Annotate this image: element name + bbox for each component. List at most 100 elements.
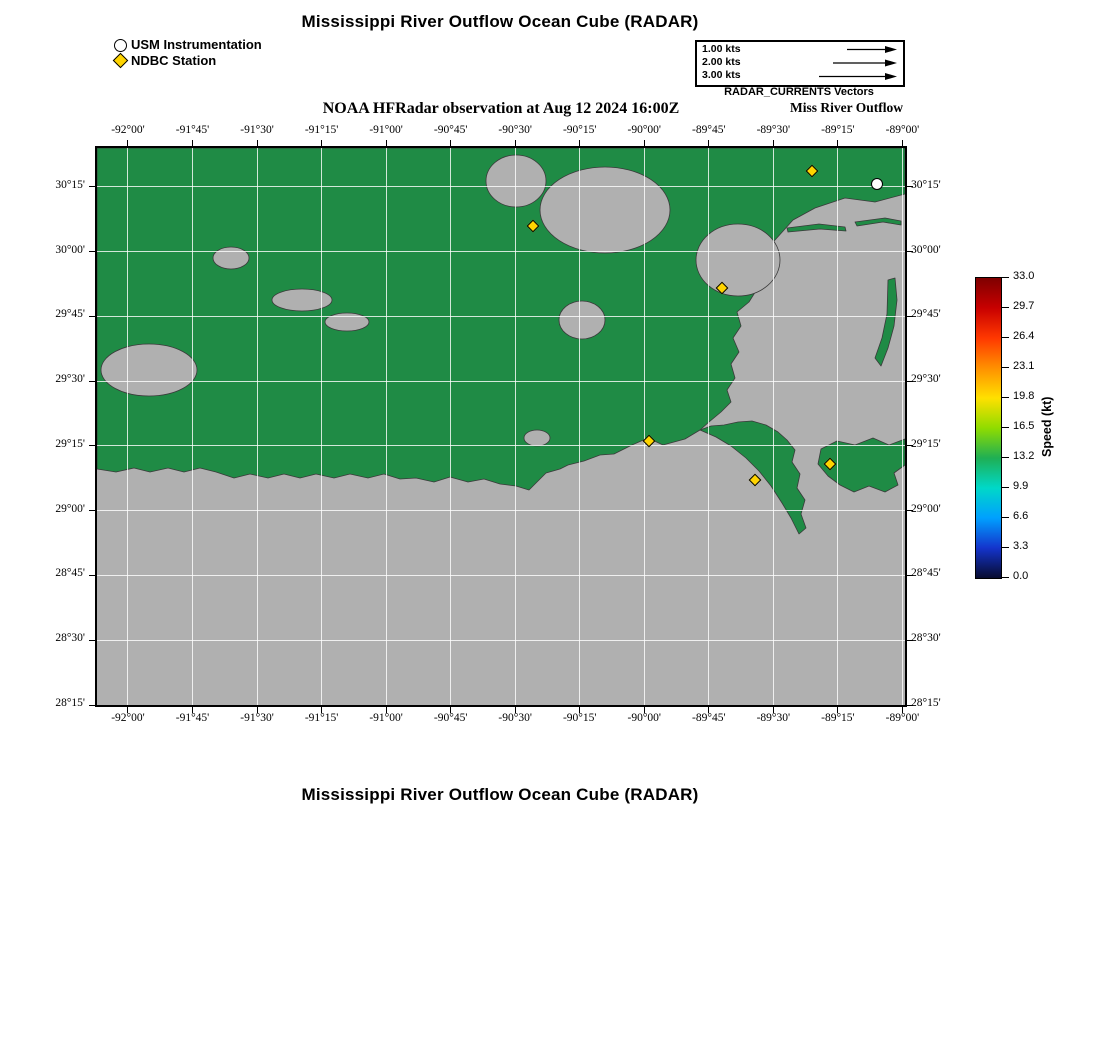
x-tick-label-bottom: -92°00' [111,712,145,724]
colorbar-tick [1002,516,1009,518]
y-tick-label-right: 30°00' [911,243,941,256]
x-tick-top [901,140,903,146]
vector-scale-label-3: 3.00 kts [702,69,741,81]
lake-small-mid [324,312,370,332]
y-tick-label-left: 29°00' [55,502,85,515]
colorbar-axis-label: Speed (kt) [1040,396,1054,458]
x-tick-bottom [514,707,516,713]
x-tick-label-top: -90°00' [627,124,662,136]
colorbar-tick [1002,546,1009,548]
x-tick-top [643,140,645,146]
colorbar-tick [1002,396,1009,398]
x-tick-top [321,140,323,146]
x-tick-label-bottom: -90°15' [562,712,597,724]
colorbar-tick-label: 9.9 [1013,480,1029,492]
y-tick-label-left: 29°15' [55,437,85,450]
colorbar-tick [1002,306,1009,308]
x-tick-top [708,140,710,146]
barrier-islands [786,217,902,233]
x-tick-label-bottom: -91°45' [175,712,210,724]
colorbar-tick-label: 3.3 [1013,540,1029,552]
y-tick-left [89,639,95,641]
y-tick-label-right: 28°45' [911,567,941,580]
x-tick-top [192,140,193,146]
x-tick-label-top: -89°45' [692,124,726,136]
x-tick-top [127,140,129,146]
x-tick-bottom [837,707,839,713]
y-tick-label-right: 28°15' [911,697,941,709]
x-tick-label-bottom: -91°15' [304,712,339,724]
x-tick-label-bottom: -90°00' [627,712,662,724]
y-tick-right [907,380,913,382]
x-tick-bottom [127,707,129,713]
colorbar-tick-label: 16.5 [1013,420,1035,432]
x-tick-label-bottom: -90°45' [433,712,468,724]
figure-title-bottom: Mississippi River Outflow Ocean Cube (RA… [301,785,699,804]
colorbar-tick [1002,576,1009,578]
y-tick-label-left: 29°30' [55,373,85,386]
chandeleur-islands [874,277,898,367]
x-tick-label-bottom: -90°30' [498,712,532,724]
y-tick-left [89,380,95,382]
observation-subtitle: NOAA HFRadar observation at Aug 12 2024 … [322,100,680,117]
colorbar-tick [1002,426,1009,428]
x-tick-label-top: -90°15' [562,124,597,136]
y-tick-label-left: 30°00' [55,243,85,256]
x-tick-label-top: -89°15' [821,124,855,136]
y-tick-right [907,251,913,253]
vector-scale-label-1: 1.00 kts [702,43,741,55]
x-tick-top [514,140,516,146]
y-tick-left [89,574,95,576]
x-tick-top [385,140,387,146]
y-tick-left [89,704,95,706]
x-tick-top [256,140,258,146]
ndbc-station-icon [112,52,129,69]
x-tick-label-bottom: -89°00' [885,712,920,724]
x-tick-label-top: -89°30' [756,124,791,136]
y-tick-right [907,704,913,706]
vector-legend-caption: RADAR_CURRENTS Vectors [724,86,874,98]
y-tick-label-right: 29°15' [911,437,941,450]
lake-small-west-2 [271,288,333,312]
colorbar-tick-label: 26.4 [1013,330,1035,342]
y-tick-right [907,574,913,576]
lake-maurepas [485,154,547,208]
y-tick-right [907,445,913,447]
coastline-map [97,148,905,535]
x-tick-bottom [579,707,581,713]
colorbar-tick-label: 19.8 [1013,390,1035,402]
x-tick-bottom [256,707,258,713]
vector-scale-label-2: 2.00 kts [702,56,741,68]
y-tick-right [907,186,913,188]
y-tick-label-right: 29°45' [911,308,941,321]
y-tick-label-right: 30°15' [911,178,941,191]
y-tick-right [907,510,913,512]
colorbar-tick-label: 13.2 [1013,450,1035,462]
x-tick-label-top: -92°00' [111,124,145,136]
y-tick-label-left: 28°15' [55,697,85,709]
usm-instrumentation-icon [114,39,127,52]
x-tick-label-top: -91°00' [369,124,403,136]
colorbar-tick-label: 0.0 [1013,570,1029,582]
y-tick-label-right: 28°30' [911,632,941,645]
y-tick-left [89,445,95,447]
vermilion-bay [100,343,198,397]
colorbar [975,277,1002,579]
map-plot-area [95,146,907,707]
y-tick-label-left: 28°30' [55,632,85,645]
x-tick-top [450,140,452,146]
x-tick-label-bottom: -89°45' [692,712,726,724]
colorbar-tick-label: 23.1 [1013,360,1035,372]
colorbar-tick [1002,336,1009,338]
vector-legend-subcaption: Miss River Outflow [790,100,903,115]
x-tick-label-top: -90°45' [433,124,468,136]
x-tick-bottom [321,707,323,713]
x-tick-bottom [385,707,387,713]
lake-coastal-small [523,429,551,447]
x-tick-bottom [708,707,710,713]
x-tick-bottom [901,707,903,713]
east-marshes [817,437,905,493]
y-tick-left [89,251,95,253]
colorbar-tick-label: 6.6 [1013,510,1029,522]
